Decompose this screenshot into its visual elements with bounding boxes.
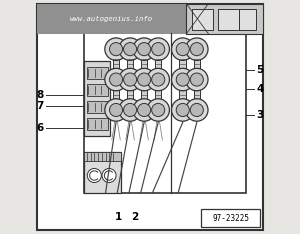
Bar (37, 4, 186, 34)
Bar (155, 83, 161, 107)
Bar (194, 83, 200, 107)
Circle shape (133, 68, 155, 91)
Text: 8: 8 (36, 90, 43, 100)
Circle shape (124, 43, 137, 56)
Circle shape (133, 38, 155, 60)
Bar (179, 83, 186, 107)
Bar (85, 61, 110, 136)
Circle shape (190, 73, 203, 86)
Bar (87, 84, 108, 96)
Circle shape (110, 43, 123, 56)
Circle shape (138, 73, 151, 86)
Circle shape (186, 68, 208, 91)
Circle shape (190, 103, 203, 117)
Circle shape (138, 103, 151, 117)
Circle shape (176, 43, 189, 56)
Circle shape (105, 99, 127, 121)
Bar (194, 52, 200, 77)
Bar (239, 9, 256, 30)
Circle shape (186, 99, 208, 121)
Circle shape (176, 73, 189, 86)
Text: 97-23225: 97-23225 (212, 214, 249, 223)
Circle shape (124, 103, 137, 117)
Bar (202, 209, 260, 227)
Bar (186, 4, 263, 34)
Circle shape (105, 68, 127, 91)
Circle shape (152, 73, 165, 86)
Bar (218, 9, 239, 30)
Circle shape (147, 68, 170, 91)
Circle shape (147, 38, 170, 60)
Circle shape (147, 99, 170, 121)
Bar (85, 152, 121, 193)
Circle shape (190, 43, 203, 56)
Text: 4: 4 (256, 84, 264, 94)
Circle shape (87, 168, 101, 183)
Circle shape (172, 99, 194, 121)
Text: 6: 6 (36, 123, 43, 132)
Bar (127, 83, 134, 107)
Bar (179, 52, 186, 77)
Bar (87, 67, 108, 79)
Circle shape (186, 38, 208, 60)
Circle shape (176, 103, 189, 117)
Circle shape (133, 99, 155, 121)
Circle shape (105, 38, 127, 60)
Circle shape (102, 168, 116, 183)
Circle shape (119, 99, 141, 121)
Circle shape (172, 68, 194, 91)
Bar (127, 52, 134, 77)
Text: 7: 7 (36, 102, 44, 111)
Circle shape (110, 73, 123, 86)
Circle shape (172, 38, 194, 60)
Text: 1: 1 (115, 212, 122, 222)
Bar (141, 52, 147, 77)
Circle shape (119, 38, 141, 60)
Bar (87, 101, 108, 113)
Text: 2: 2 (131, 212, 138, 222)
Bar (85, 152, 121, 161)
Circle shape (152, 43, 165, 56)
Bar (113, 83, 119, 107)
Bar (141, 83, 147, 107)
Text: 3: 3 (256, 110, 264, 120)
Bar (192, 9, 213, 30)
Circle shape (124, 73, 137, 86)
Circle shape (110, 103, 123, 117)
Bar (113, 52, 119, 77)
Bar (87, 118, 108, 130)
Circle shape (138, 43, 151, 56)
Circle shape (152, 103, 165, 117)
Text: www.autogenius.info: www.autogenius.info (70, 16, 153, 22)
Bar (85, 33, 246, 193)
Text: 5: 5 (256, 65, 264, 75)
Bar (155, 52, 161, 77)
Circle shape (119, 68, 141, 91)
